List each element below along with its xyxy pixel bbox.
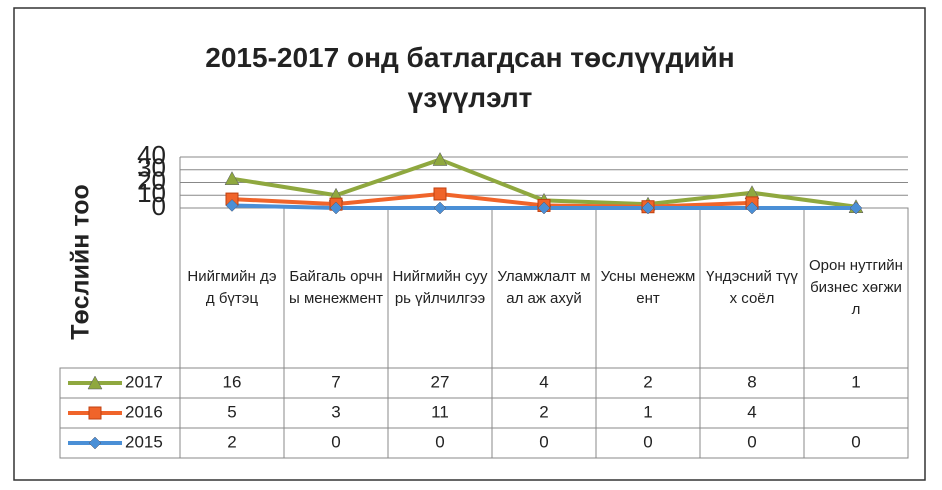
table-value: 2 [539,402,548,421]
marker [432,152,448,166]
table-value: 11 [431,402,449,421]
y-tick-label: 20 [137,165,166,195]
x-tick-label: Нийгмийн суурь үйлчилгээ [392,268,488,307]
table-value: 0 [539,432,548,451]
title-box: 2015-2017 онд батлагдсан төслүүдийн үзүү… [205,42,735,113]
legend-label: 2016 [125,402,163,421]
table-value: 1 [643,402,652,421]
marker [433,187,447,201]
x-tick-label-box: Нийгмийн дэд бүтэц [187,268,277,307]
marker [329,201,343,215]
table-value: 27 [431,372,450,391]
table-value: 7 [331,372,340,391]
table-value: 2 [227,432,236,451]
table-value: 0 [435,432,444,451]
table-value: 8 [747,372,756,391]
legend-marker [87,375,103,390]
table-value: 4 [747,402,756,421]
table-value: 16 [223,372,242,391]
table-value: 1 [851,372,860,391]
y-tick-label: 10 [137,178,166,208]
x-tick-label-box: Орон нутгийн бизнес хөгжил [809,257,903,318]
table-value: 4 [539,372,548,391]
x-tick-label-box: Үндэсний түүх соёл [706,268,798,307]
chart-frame [13,7,926,481]
x-tick-label-box: Усны менежмент [600,268,696,307]
marker [225,199,239,212]
table-value: 0 [747,432,756,451]
legend-marker [88,436,102,450]
x-tick-label-box: Уламжлалт мал аж ахуй [497,268,591,307]
x-tick-label: Байгаль орчны менежмент [289,268,383,307]
x-tick-label: Усны менежмент [600,268,696,307]
x-tick-label: Үндэсний түүх соёл [706,268,798,307]
y-tick-label: 0 [152,191,166,221]
marker [433,201,447,215]
legend-marker [88,406,102,420]
chart-title: 2015-2017 онд батлагдсан төслүүдийн үзүү… [205,42,735,113]
table-value: 2 [643,372,652,391]
marker [745,201,759,215]
legend-label: 2015 [125,432,163,451]
marker [224,171,240,185]
x-tick-label: Орон нутгийн бизнес хөгжил [809,257,903,318]
y-tick-label: 40 [137,140,166,170]
x-tick-label: Уламжлалт мал аж ахуй [497,268,591,307]
x-tick-label-box: Нийгмийн суурь үйлчилгээ [392,268,488,307]
table-value: 0 [643,432,652,451]
x-tick-label-box: Байгаль орчны менежмент [289,268,383,307]
y-axis-label: Төслийн тоо [67,184,95,340]
table-value: 0 [331,432,340,451]
y-tick-label: 30 [137,153,166,183]
legend-label: 2017 [125,372,163,391]
marker [849,201,863,215]
table-value: 0 [851,432,860,451]
table-value: 5 [227,402,236,421]
marker [537,201,551,215]
x-tick-label: Нийгмийн дэд бүтэц [187,268,277,307]
marker [641,201,655,215]
lines [224,152,864,215]
table-value: 3 [331,402,340,421]
